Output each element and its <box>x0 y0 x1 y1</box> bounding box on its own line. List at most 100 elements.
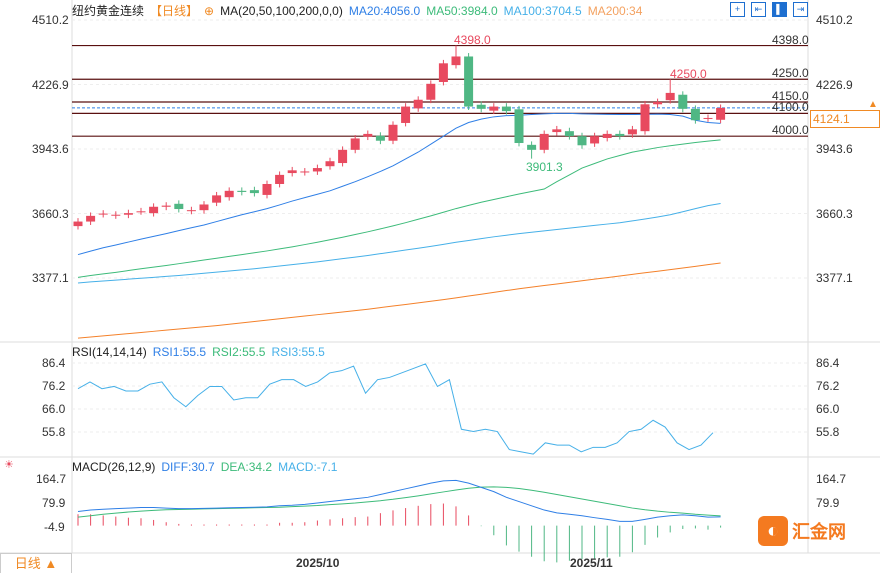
candle-body <box>678 94 688 109</box>
level-label: 4100.0 <box>772 100 809 114</box>
price-tick: 3660.3 <box>32 207 69 221</box>
level-label: 4398.0 <box>772 33 809 47</box>
price-alert-icon[interactable]: ▲ <box>868 99 878 110</box>
candle-body <box>275 174 285 184</box>
scroll-end-icon[interactable]: ⇥ <box>793 2 808 17</box>
rsi-tick-right: 66.0 <box>816 402 840 416</box>
candle-body <box>514 109 524 144</box>
ma50-line <box>77 139 721 278</box>
macd-value: MACD:-7.1 <box>278 460 338 474</box>
rsi-tick: 55.8 <box>42 425 66 439</box>
macd-tick-right: 79.9 <box>816 496 840 510</box>
ma100-line <box>77 202 721 284</box>
price-tick-right: 4510.2 <box>816 13 853 27</box>
ma-indicator-label[interactable]: MA(20,50,100,200,0,0) <box>220 3 343 18</box>
candle-body <box>262 183 272 195</box>
rsi-tick: 66.0 <box>42 402 66 416</box>
level-label: 4150.0 <box>772 89 809 103</box>
candle-body <box>111 214 121 216</box>
candle-body <box>464 56 474 107</box>
macd-tick: -4.9 <box>44 520 65 534</box>
rsi-label[interactable]: RSI(14,14,14) <box>72 345 147 359</box>
rsi-line <box>77 363 714 455</box>
candle-body <box>690 108 700 121</box>
current-price-label: 4124.1 <box>810 110 880 128</box>
price-tick: 3943.6 <box>32 142 69 156</box>
candle-body <box>640 104 650 132</box>
logo: ◐ 汇金网 <box>758 516 846 546</box>
ma100-value: MA100:3704.5 <box>503 3 582 18</box>
candle-body <box>615 133 625 137</box>
candle-body <box>577 136 587 146</box>
x-tick: 2025/10 <box>296 556 340 570</box>
level-label: 4000.0 <box>772 123 809 137</box>
candle-body <box>123 213 133 215</box>
logo-text: 汇金网 <box>792 522 846 542</box>
candle-body <box>627 129 637 135</box>
rsi-header: RSI(14,14,14) RSI1:55.5 RSI2:55.5 RSI3:5… <box>72 345 325 359</box>
ma20-value: MA20:4056.0 <box>348 3 421 18</box>
chart-toolbar: + ⇤ ▌ ⇥ <box>730 2 808 17</box>
candle-body <box>86 215 96 222</box>
candle-body <box>653 102 663 105</box>
period-button[interactable]: 日线 ▲ <box>0 553 72 573</box>
diff-value: DIFF:30.7 <box>161 460 215 474</box>
x-tick: 2025/11 <box>570 556 613 570</box>
price-tick-right: 4226.9 <box>816 78 853 92</box>
rsi3-value: RSI3:55.5 <box>271 345 325 359</box>
candle-body <box>413 99 423 109</box>
crosshair-icon[interactable]: + <box>730 2 745 17</box>
rsi-tick-right: 86.4 <box>816 356 840 370</box>
chart-header: 纽约黄金连续 【日线】 ⊕ MA(20,50,100,200,0,0) MA20… <box>72 2 642 19</box>
candle-body <box>338 149 348 164</box>
candle-body <box>249 190 259 194</box>
candle-body <box>438 63 448 82</box>
instrument-title: 纽约黄金连续 <box>72 4 145 18</box>
candle-body <box>174 203 184 210</box>
candle-body <box>489 106 499 111</box>
macd-label[interactable]: MACD(26,12,9) <box>72 460 156 474</box>
period-label[interactable]: 【日线】 <box>150 4 199 18</box>
rsi-tick: 76.2 <box>42 379 66 393</box>
ma50-value: MA50:3984.0 <box>426 3 498 18</box>
low-annotation: 3901.3 <box>526 160 563 174</box>
rsi-tick-right: 76.2 <box>816 379 840 393</box>
candle-body <box>375 135 385 141</box>
rsi1-value: RSI1:55.5 <box>152 345 207 359</box>
ma200-value: MA200:34 <box>587 3 643 18</box>
high-annotation: 4398.0 <box>454 33 491 47</box>
candle-body <box>451 56 461 66</box>
settings-icon[interactable]: ⊕ <box>204 3 215 18</box>
price-tick: 4510.2 <box>32 13 69 27</box>
candle-body <box>665 92 675 101</box>
candle-body <box>300 171 310 173</box>
macd-tick: 79.9 <box>42 496 66 510</box>
candle-body <box>426 83 436 100</box>
candle-body <box>73 221 83 227</box>
price-tick: 4226.9 <box>32 78 69 92</box>
candle-body <box>312 168 322 172</box>
macd-tick: 164.7 <box>36 472 67 486</box>
price-tick-right: 3660.3 <box>816 207 853 221</box>
candle-body <box>149 206 159 214</box>
candle-body <box>388 124 398 141</box>
zoom-in-icon[interactable]: ⇤ <box>751 2 766 17</box>
logo-icon: ◐ <box>758 516 788 546</box>
candle-body <box>590 136 600 144</box>
indicator-settings-icon[interactable]: ☀ <box>4 459 14 471</box>
candle-body <box>716 107 726 120</box>
candle-body <box>401 106 411 123</box>
candle-body <box>363 133 373 137</box>
zoom-out-icon[interactable]: ▌ <box>772 2 787 17</box>
candle-body <box>476 104 486 109</box>
candle-body <box>564 131 574 137</box>
candle-body <box>325 161 335 167</box>
candle-body <box>501 106 511 112</box>
candle-body <box>287 170 297 174</box>
candle-body <box>212 195 222 203</box>
candle-body <box>703 117 713 119</box>
candle-body <box>237 190 247 192</box>
candle-body <box>539 133 549 150</box>
